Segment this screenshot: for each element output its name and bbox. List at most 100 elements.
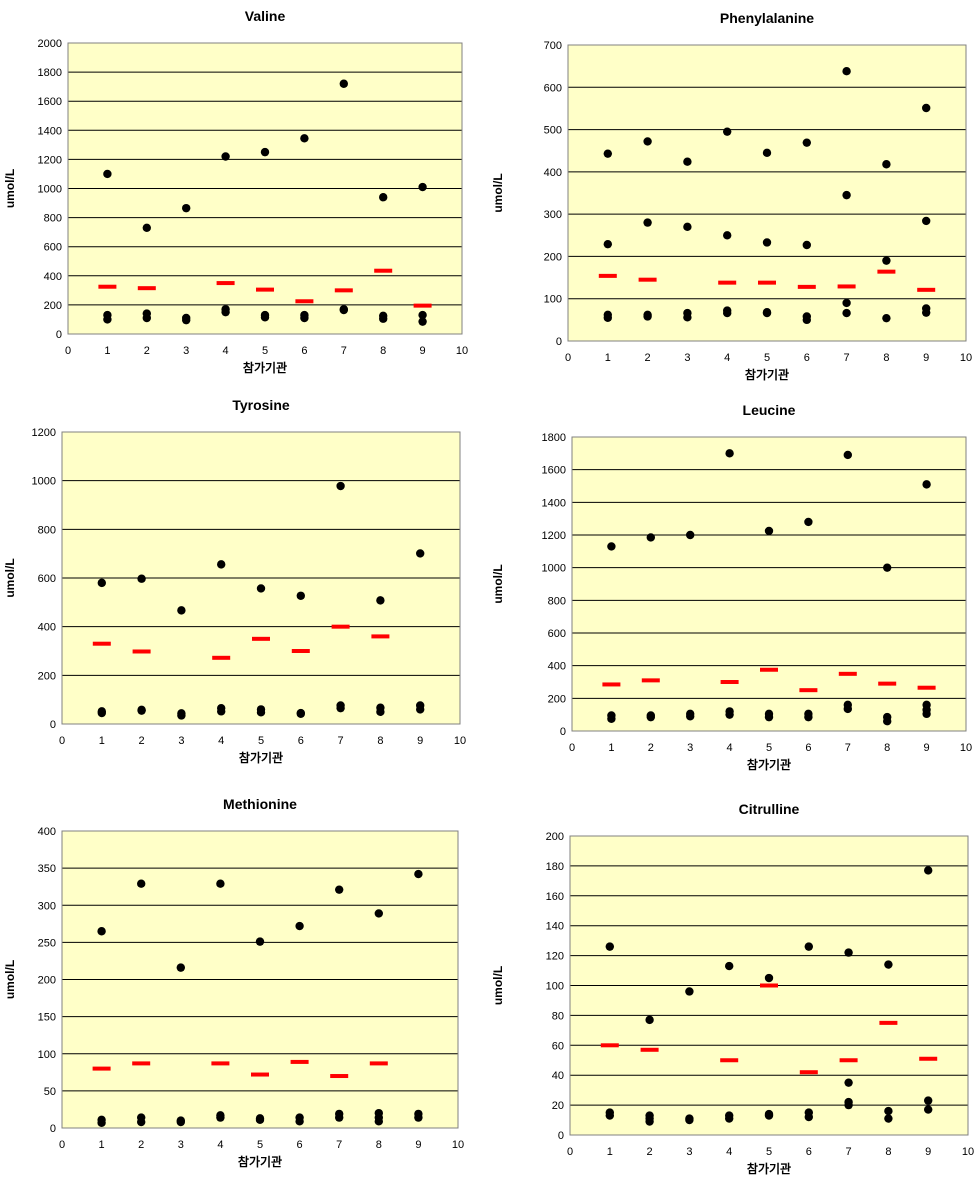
x-tick-label: 3 bbox=[687, 742, 693, 754]
y-tick-label: 800 bbox=[44, 213, 62, 225]
data-point bbox=[177, 606, 186, 615]
x-tick-label: 2 bbox=[139, 735, 145, 747]
x-tick-label: 6 bbox=[805, 742, 811, 754]
y-tick-label: 1200 bbox=[38, 154, 62, 166]
y-tick-label: 1000 bbox=[542, 563, 566, 575]
data-point bbox=[216, 1113, 225, 1122]
y-tick-label: 100 bbox=[544, 294, 562, 306]
x-tick-label: 6 bbox=[806, 1146, 812, 1158]
target-mark bbox=[878, 681, 897, 686]
y-tick-label: 200 bbox=[44, 300, 62, 312]
y-tick-label: 180 bbox=[546, 861, 564, 873]
target-mark bbox=[797, 284, 816, 289]
target-mark bbox=[212, 655, 231, 660]
x-tick-label: 2 bbox=[144, 345, 150, 357]
data-point bbox=[414, 869, 423, 879]
data-point bbox=[97, 1118, 106, 1128]
y-tick-label: 0 bbox=[56, 329, 62, 341]
data-point bbox=[922, 103, 931, 113]
data-point bbox=[142, 223, 151, 232]
data-point bbox=[300, 134, 309, 143]
plot-border bbox=[61, 431, 461, 725]
target-mark bbox=[919, 1056, 938, 1061]
target-mark bbox=[137, 286, 156, 291]
x-tick-label: 3 bbox=[183, 345, 189, 357]
target-mark bbox=[256, 287, 274, 292]
x-tick-label: 6 bbox=[301, 345, 307, 357]
y-tick-label: 800 bbox=[548, 595, 566, 607]
data-point bbox=[804, 942, 813, 951]
data-point bbox=[335, 885, 344, 894]
x-tick-label: 1 bbox=[607, 1146, 613, 1158]
data-point bbox=[844, 1078, 853, 1087]
data-point bbox=[802, 315, 811, 325]
x-tick-label: 7 bbox=[341, 345, 347, 357]
data-point bbox=[221, 307, 230, 317]
chart-title: Citrulline bbox=[739, 801, 800, 817]
x-tick-label: 3 bbox=[684, 352, 690, 364]
data-point bbox=[607, 542, 616, 551]
data-point bbox=[884, 1114, 893, 1123]
data-point bbox=[137, 706, 146, 715]
data-point bbox=[295, 1117, 304, 1126]
x-tick-label: 7 bbox=[336, 1139, 342, 1151]
data-point bbox=[764, 1111, 774, 1120]
chart-svg: 0 20 40 60 80 100 120 140 160 180 200 0 1 2 3 4 5 6 7 8 9 10 C… bbox=[491, 801, 974, 1176]
x-tick-label: 9 bbox=[417, 735, 423, 747]
x-tick-label: 7 bbox=[846, 1146, 852, 1158]
chart-panel-leucine: 0 200 400 600 800 1000 1200 1400 1600 1800 0 1 2 3 4 5 6… bbox=[490, 400, 979, 792]
x-tick-label: 4 bbox=[724, 352, 730, 364]
data-point bbox=[882, 256, 891, 265]
data-point bbox=[685, 987, 694, 996]
y-tick-label: 1800 bbox=[542, 432, 566, 444]
data-point bbox=[603, 313, 612, 322]
data-point bbox=[686, 530, 695, 540]
target-mark bbox=[799, 688, 818, 693]
x-tick-label: 7 bbox=[844, 352, 850, 364]
data-point bbox=[137, 1117, 146, 1127]
target-mark bbox=[252, 636, 270, 641]
data-point bbox=[97, 578, 107, 588]
data-point bbox=[256, 708, 266, 717]
x-tick-label: 8 bbox=[377, 735, 383, 747]
data-point bbox=[843, 450, 852, 460]
data-point bbox=[416, 549, 425, 558]
x-tick-label: 0 bbox=[65, 345, 71, 357]
data-point bbox=[802, 240, 811, 250]
x-tick-label: 10 bbox=[452, 1139, 464, 1151]
data-point bbox=[603, 239, 612, 249]
data-point bbox=[176, 963, 185, 972]
target-mark bbox=[371, 634, 390, 639]
data-point bbox=[764, 973, 774, 983]
data-point bbox=[843, 704, 852, 714]
data-point bbox=[177, 711, 186, 720]
target-mark bbox=[799, 1070, 818, 1075]
target-mark bbox=[720, 1058, 739, 1063]
data-point bbox=[883, 717, 892, 726]
data-point bbox=[683, 157, 692, 166]
data-point bbox=[762, 308, 772, 318]
data-point bbox=[802, 138, 811, 147]
target-mark bbox=[295, 299, 314, 304]
data-point bbox=[643, 218, 652, 227]
x-tick-label: 10 bbox=[456, 345, 468, 357]
data-point bbox=[643, 312, 652, 321]
target-mark bbox=[598, 273, 617, 278]
data-point bbox=[142, 313, 151, 323]
data-point bbox=[605, 1111, 614, 1120]
target-mark bbox=[92, 1066, 111, 1071]
data-point bbox=[764, 712, 774, 722]
data-point bbox=[374, 1117, 383, 1126]
data-point bbox=[137, 574, 146, 583]
data-point bbox=[842, 190, 851, 200]
x-axis-label: 참가기관 bbox=[243, 360, 287, 375]
x-tick-label: 3 bbox=[178, 1139, 184, 1151]
y-tick-label: 700 bbox=[544, 40, 562, 52]
y-tick-label: 20 bbox=[552, 1100, 564, 1112]
y-tick-label: 1400 bbox=[542, 497, 566, 509]
x-axis-label: 참가기관 bbox=[239, 750, 283, 765]
target-mark bbox=[291, 649, 310, 653]
data-point bbox=[882, 313, 891, 323]
target-mark bbox=[641, 678, 660, 683]
y-tick-label: 600 bbox=[38, 573, 56, 585]
